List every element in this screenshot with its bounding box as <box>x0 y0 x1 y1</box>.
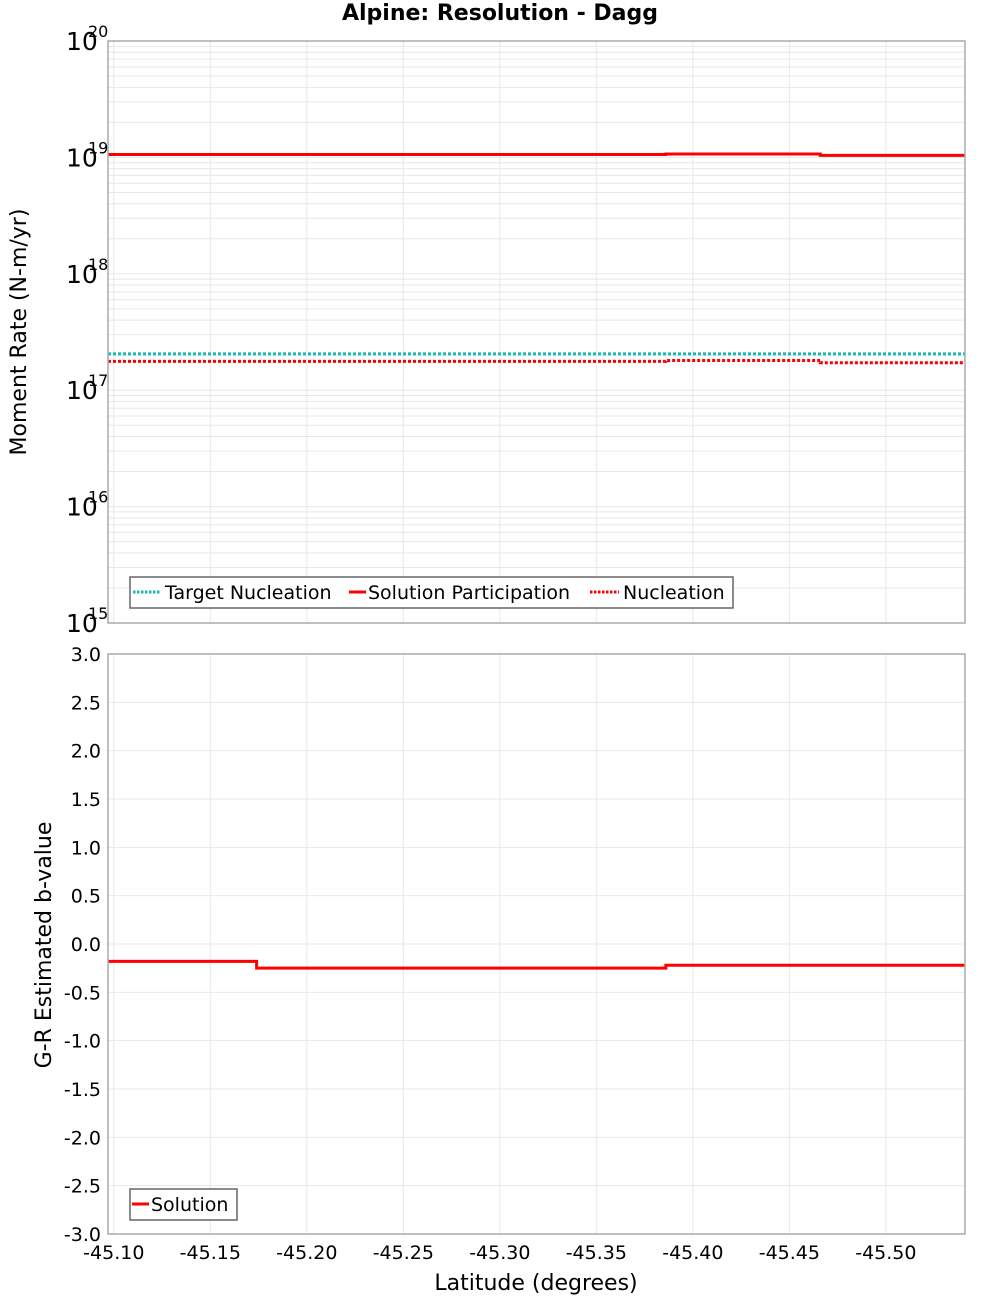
x-tick-label: -45.25 <box>373 1242 434 1264</box>
y-tick-label: 1.5 <box>71 789 101 811</box>
y-tick-label: 1017 <box>66 371 108 405</box>
y-tick-label: 0.0 <box>71 934 101 956</box>
x-tick-label: -45.35 <box>566 1242 627 1264</box>
y-tick-label: 3.0 <box>71 644 101 666</box>
x-tick-label: -45.50 <box>855 1242 916 1264</box>
legend-label-nucleation: Nucleation <box>623 582 725 604</box>
x-tick-labels: -45.10 -45.15 -45.20 -45.25 -45.30 -45.35 -45.… <box>83 1242 916 1264</box>
y-tick-label: 1019 <box>66 138 108 172</box>
moment-rate-panel: 1020 1019 1018 1017 1016 1015 Moment Rate (N-… <box>7 22 965 638</box>
y-tick-label: -2.0 <box>64 1127 101 1149</box>
y-tick-label: 2.5 <box>71 692 101 714</box>
y-tick-label: -1.0 <box>64 1031 101 1053</box>
x-tick-label: -45.10 <box>83 1242 144 1264</box>
y-tick-label: 1020 <box>66 22 108 56</box>
svg-text:20: 20 <box>88 22 108 41</box>
top-legend: Target Nucleation Solution Participation… <box>130 577 733 608</box>
y-tick-label: 1015 <box>66 604 108 638</box>
svg-text:18: 18 <box>88 255 108 274</box>
svg-text:15: 15 <box>88 604 108 623</box>
x-axis-label: Latitude (degrees) <box>434 1271 637 1296</box>
svg-text:16: 16 <box>88 488 108 507</box>
y-tick-label: -1.5 <box>64 1079 101 1101</box>
x-tick-label: -45.30 <box>469 1242 530 1264</box>
b-value-panel: 3.0 2.5 2.0 1.5 1.0 0.5 0.0 -0.5 -1.0 -1.5 -2.0 -2.… <box>32 644 965 1246</box>
y-tick-label: 1016 <box>66 488 108 522</box>
top-plot-area <box>108 41 965 623</box>
y-tick-label: -0.5 <box>64 982 101 1004</box>
bottom-legend: Solution <box>130 1189 237 1220</box>
top-y-tick-labels: 1020 1019 1018 1017 1016 1015 <box>66 22 108 638</box>
x-tick-label: -45.20 <box>276 1242 337 1264</box>
legend-label-solution-participation: Solution Participation <box>368 582 570 604</box>
legend-label-solution: Solution <box>151 1194 228 1216</box>
x-tick-label: -45.45 <box>759 1242 820 1264</box>
top-y-axis-label: Moment Rate (N-m/yr) <box>7 209 32 456</box>
y-tick-label: 0.5 <box>71 886 101 908</box>
legend-label-target-nucleation: Target Nucleation <box>164 582 332 604</box>
y-tick-label: 1018 <box>66 255 108 289</box>
bottom-y-tick-labels: 3.0 2.5 2.0 1.5 1.0 0.5 0.0 -0.5 -1.0 -1.5 -2.0 -2.… <box>64 644 101 1246</box>
y-tick-label: 1.0 <box>71 837 101 859</box>
svg-text:17: 17 <box>88 371 108 390</box>
x-tick-label: -45.40 <box>662 1242 723 1264</box>
x-tick-label: -45.15 <box>180 1242 241 1264</box>
bottom-y-axis-label: G-R Estimated b-value <box>32 822 57 1069</box>
series-solution-participation <box>108 154 965 155</box>
y-tick-label: 2.0 <box>71 741 101 763</box>
chart-canvas: 1020 1019 1018 1017 1016 1015 Moment Rate (N-… <box>0 0 1000 1300</box>
svg-text:19: 19 <box>88 138 108 157</box>
y-tick-label: -2.5 <box>64 1176 101 1198</box>
